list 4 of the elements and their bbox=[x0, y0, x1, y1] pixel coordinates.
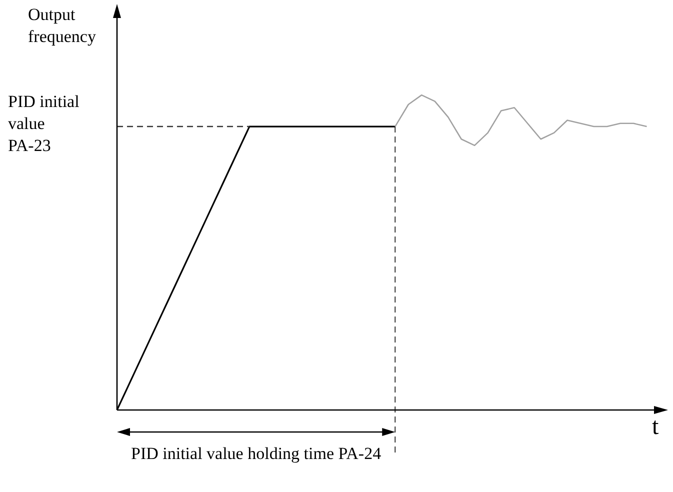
text: PID initial value holding time PA-24 bbox=[130, 443, 382, 465]
x-axis-title: t bbox=[652, 414, 659, 441]
text: PID initial value PA-23 bbox=[8, 92, 80, 155]
y-axis-title: Output frequency bbox=[28, 4, 97, 48]
